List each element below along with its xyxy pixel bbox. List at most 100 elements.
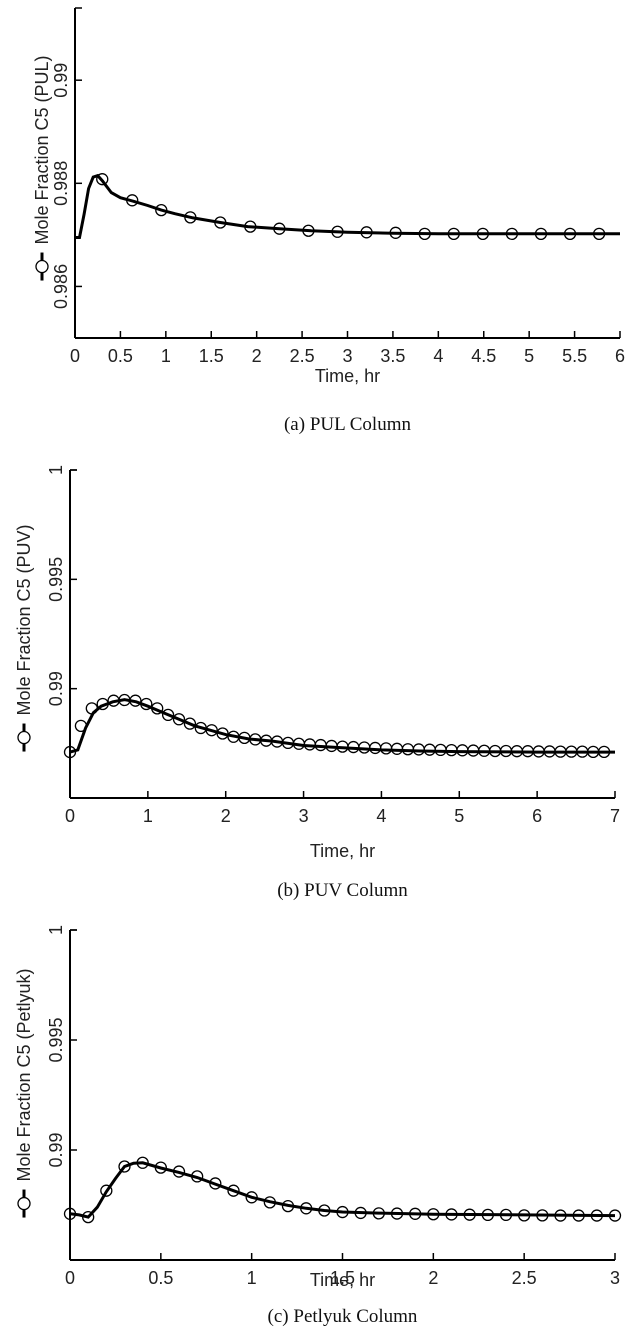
x-tick-label: 0: [65, 1268, 75, 1288]
y-tick-label: 0.986: [51, 264, 71, 309]
series-line: [75, 173, 620, 239]
data-point-marker: [563, 227, 577, 240]
x-tick-label: 0.5: [108, 346, 133, 366]
data-point-marker: [205, 724, 218, 737]
data-point-marker: [372, 1207, 385, 1220]
x-tick-label: 1: [247, 1268, 257, 1288]
data-point-marker: [572, 1209, 585, 1222]
y-tick-label: 0.988: [51, 161, 71, 206]
x-tick-label: 0.5: [148, 1268, 173, 1288]
data-point-marker: [447, 227, 460, 240]
chart-caption: (c) Petlyuk Column: [268, 1306, 418, 1327]
data-point-marker: [96, 173, 109, 186]
data-point-marker: [354, 1206, 367, 1220]
data-point-marker: [172, 1165, 186, 1178]
x-tick-label: 1: [161, 346, 171, 366]
data-point-marker: [245, 1191, 258, 1204]
x-tick-label: 0: [70, 346, 80, 366]
data-point-marker: [136, 1156, 149, 1169]
x-tick-label: 5: [524, 346, 534, 366]
chart-caption: (b) PUV Column: [277, 880, 408, 901]
y-tick-label: 0.995: [46, 557, 66, 602]
data-point-marker: [140, 697, 153, 711]
data-point-marker: [96, 697, 109, 711]
legend-marker-icon: [17, 730, 31, 745]
chart-panel-pul: 0 0.5 1 1.5 2 2.5 3 3.5 4 4.5 5 5.5 6 0.986 0.988 0.99 T…: [32, 7, 625, 435]
x-tick-label: 6: [532, 806, 542, 826]
data-point-marker: [390, 1207, 404, 1220]
data-point-marker: [336, 1205, 349, 1219]
data-point-marker: [427, 1208, 440, 1221]
y-axis-label: Mole Fraction C5 (PUV): [14, 524, 34, 715]
data-point-marker: [216, 727, 229, 740]
data-point-marker: [184, 211, 197, 224]
data-point-marker: [281, 1199, 295, 1213]
data-point-marker: [126, 194, 139, 207]
chart-caption: (a) PUL Column: [284, 414, 412, 435]
data-point-marker: [331, 225, 344, 238]
data-point-marker: [155, 203, 168, 217]
y-axis-label: Mole Fraction C5 (PUL): [32, 55, 52, 244]
data-point-marker: [481, 1208, 494, 1222]
data-point-marker: [227, 1184, 240, 1197]
data-point-marker: [476, 227, 489, 240]
data-point-marker: [273, 222, 286, 235]
data-point-marker: [118, 1160, 131, 1173]
x-tick-label: 4: [433, 346, 443, 366]
data-point-marker: [445, 1208, 458, 1221]
x-tick-label: 2: [221, 806, 231, 826]
data-point-marker: [590, 1209, 603, 1222]
y-tick-label: 0.99: [51, 63, 71, 98]
x-tick-label: 0: [65, 806, 75, 826]
data-point-marker: [389, 226, 402, 239]
data-point-marker: [172, 713, 186, 726]
x-tick-label: 2: [428, 1268, 438, 1288]
series-line: [69, 1161, 616, 1219]
y-tick-label: 1: [46, 925, 66, 935]
data-point-marker: [214, 216, 227, 229]
x-tick-label: 6: [615, 346, 625, 366]
x-axis-label: Time, hr: [310, 1270, 375, 1290]
x-axis-label: Time, hr: [310, 841, 375, 861]
x-tick-label: 2.5: [290, 346, 315, 366]
data-point-marker: [161, 708, 175, 722]
data-point-marker: [151, 702, 164, 715]
x-tick-label: 1.5: [199, 346, 224, 366]
y-tick-label: 0.99: [46, 671, 66, 706]
chart-panel-petlyuk: 0 0.5 1 1.5 2 2.5 3 0.99 0.995 1 Time, hr Mole Frac…: [14, 925, 622, 1327]
data-point-marker: [74, 719, 88, 732]
x-tick-label: 5.5: [562, 346, 587, 366]
data-point-marker: [63, 745, 77, 759]
data-point-marker: [85, 702, 98, 715]
data-point-marker: [154, 1161, 167, 1174]
data-point-marker: [499, 1208, 513, 1222]
x-tick-label: 2.5: [512, 1268, 537, 1288]
x-tick-label: 2: [252, 346, 262, 366]
legend-marker-icon: [35, 259, 49, 274]
data-point-marker: [183, 717, 197, 730]
data-point-marker: [536, 1209, 549, 1222]
x-tick-label: 5: [454, 806, 464, 826]
data-point-marker: [534, 227, 548, 240]
y-tick-label: 0.99: [46, 1132, 66, 1167]
x-tick-label: 3: [342, 346, 352, 366]
x-tick-label: 4: [376, 806, 386, 826]
data-point-marker: [409, 1207, 422, 1220]
x-tick-label: 3: [299, 806, 309, 826]
y-tick-label: 1: [46, 465, 66, 475]
data-point-marker: [379, 742, 393, 755]
x-tick-label: 4.5: [471, 346, 496, 366]
data-point-marker: [244, 220, 257, 233]
x-tick-label: 1.5: [330, 1268, 355, 1288]
data-point-marker: [518, 1209, 531, 1222]
data-point-marker: [100, 1184, 113, 1197]
y-axis-label: Mole Fraction C5 (Petlyuk): [14, 968, 34, 1181]
data-point-marker: [129, 694, 142, 707]
x-tick-label: 1: [143, 806, 153, 826]
x-axis-label: Time, hr: [315, 366, 380, 386]
data-point-marker: [63, 1207, 77, 1220]
data-point-marker: [608, 1209, 622, 1222]
y-tick-label: 0.995: [46, 1017, 66, 1062]
x-tick-label: 7: [610, 806, 620, 826]
